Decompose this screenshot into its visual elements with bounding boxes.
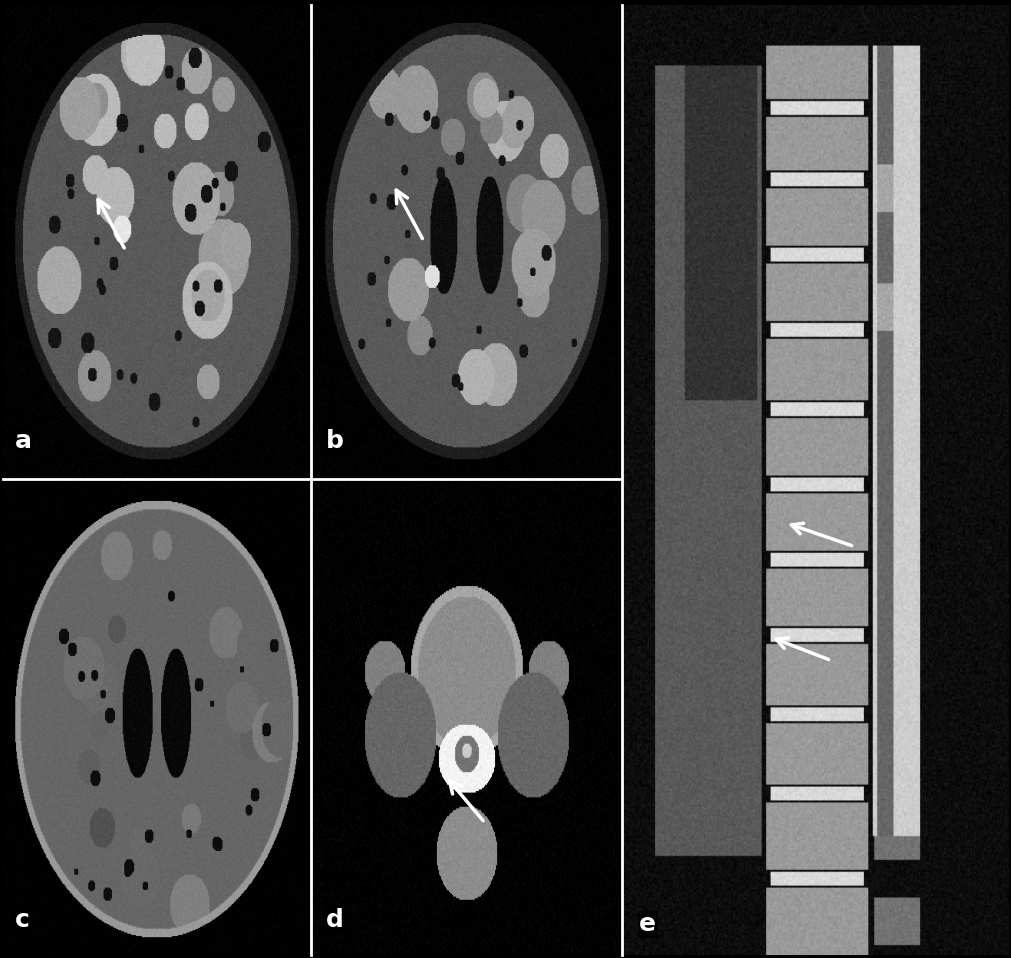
Text: c: c: [15, 907, 30, 931]
Text: d: d: [326, 907, 344, 931]
Text: b: b: [326, 429, 344, 453]
Text: e: e: [639, 912, 656, 936]
Text: a: a: [15, 429, 32, 453]
